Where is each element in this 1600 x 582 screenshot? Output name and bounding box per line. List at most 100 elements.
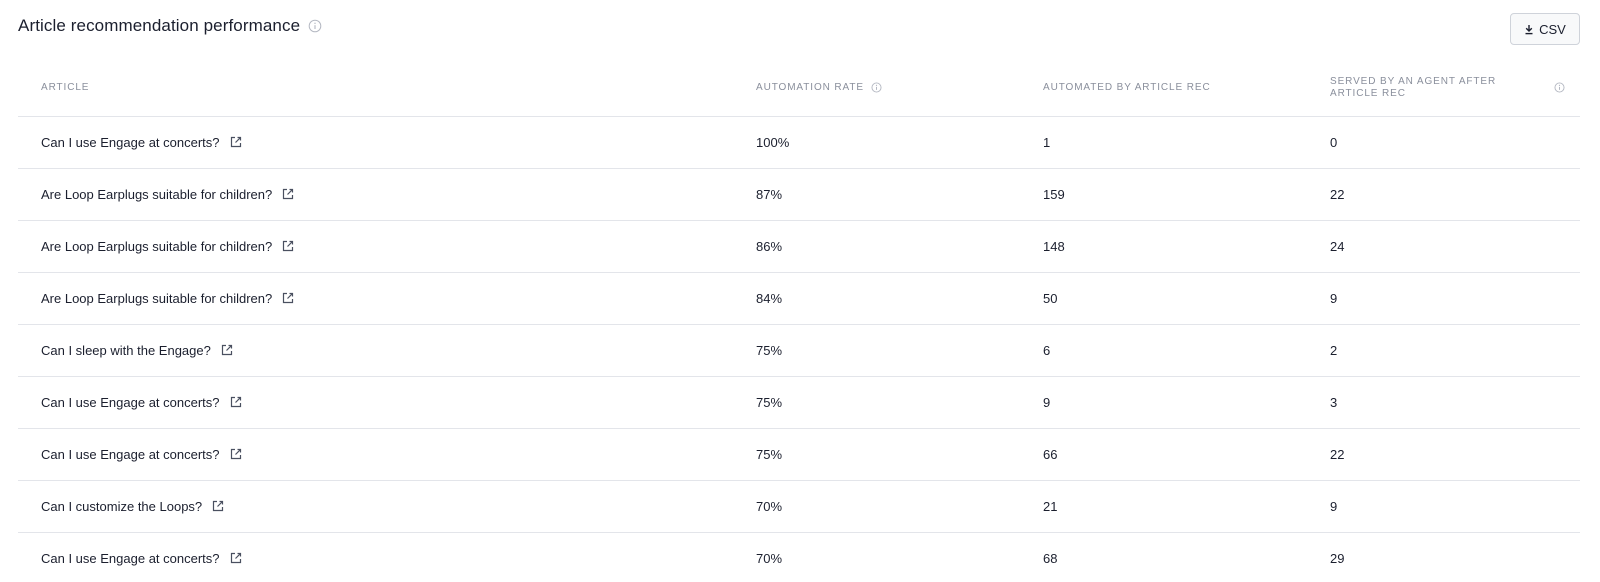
- cell-value: 148: [1043, 238, 1065, 254]
- cell-value: 70%: [756, 498, 783, 514]
- column-header-label: AUTOMATION RATE: [756, 81, 864, 93]
- article-cell: Are Loop Earplugs suitable for children?: [41, 291, 733, 306]
- csv-button-label: CSV: [1539, 21, 1566, 37]
- cell-value: 75%: [756, 446, 783, 462]
- external-link-icon[interactable]: [281, 187, 295, 201]
- csv-download-button[interactable]: CSV: [1510, 13, 1580, 45]
- cell-value: 9: [1043, 394, 1051, 410]
- external-link-icon[interactable]: [229, 551, 243, 565]
- cell-value: 21: [1043, 498, 1058, 514]
- column-header-label: ARTICLE: [41, 81, 90, 93]
- cell-automated: 6: [1020, 324, 1307, 377]
- cell-value: 50: [1043, 290, 1058, 306]
- article-title: Can I use Engage at concerts?: [41, 134, 220, 150]
- external-link-icon[interactable]: [229, 447, 243, 461]
- column-header-automation-rate: AUTOMATION RATE: [733, 60, 1020, 117]
- info-circle-icon[interactable]: [308, 19, 322, 33]
- table-body: Can I use Engage at concerts? 100% 1 0 Are L…: [18, 116, 1580, 582]
- cell-automated: 9: [1020, 376, 1307, 429]
- panel-title: Article recommendation performance: [18, 16, 301, 35]
- cell-value: 75%: [756, 342, 783, 358]
- cell-value: 2: [1330, 342, 1338, 358]
- cell-article: Can I use Engage at concerts?: [18, 532, 733, 582]
- article-cell: Can I use Engage at concerts?: [41, 135, 733, 150]
- cell-article: Can I use Engage at concerts?: [18, 116, 733, 169]
- article-performance-table: ARTICLE AUTOMATION RATE AUTOMATED BY ARTIC…: [18, 60, 1580, 582]
- cell-value: 6: [1043, 342, 1051, 358]
- article-cell: Can I customize the Loops?: [41, 499, 733, 514]
- column-header-inner: AUTOMATED BY ARTICLE REC: [1043, 82, 1307, 94]
- info-circle-icon[interactable]: [870, 81, 884, 95]
- cell-article: Can I sleep with the Engage?: [18, 324, 733, 377]
- external-link-icon[interactable]: [281, 239, 295, 253]
- article-title: Can I use Engage at concerts?: [41, 550, 220, 566]
- cell-automated: 159: [1020, 168, 1307, 221]
- external-link-icon[interactable]: [229, 135, 243, 149]
- cell-served: 24: [1307, 220, 1580, 273]
- cell-automation-rate: 75%: [733, 376, 1020, 429]
- cell-automated: 1: [1020, 116, 1307, 169]
- cell-automation-rate: 86%: [733, 220, 1020, 273]
- table-row: Can I use Engage at concerts? 100% 1 0: [18, 116, 1580, 169]
- cell-served: 29: [1307, 532, 1580, 582]
- cell-served: 22: [1307, 428, 1580, 481]
- cell-value: 24: [1330, 238, 1345, 254]
- cell-automated: 21: [1020, 480, 1307, 533]
- article-cell: Are Loop Earplugs suitable for children?: [41, 239, 733, 254]
- cell-value: 0: [1330, 134, 1338, 150]
- table-row: Can I use Engage at concerts? 75% 9 3: [18, 376, 1580, 429]
- article-title: Can I customize the Loops?: [41, 498, 203, 514]
- cell-value: 75%: [756, 394, 783, 410]
- cell-article: Can I use Engage at concerts?: [18, 376, 733, 429]
- info-circle-icon[interactable]: [1553, 81, 1566, 95]
- cell-value: 9: [1330, 290, 1338, 306]
- cell-value: 22: [1330, 446, 1345, 462]
- article-cell: Are Loop Earplugs suitable for children?: [41, 187, 733, 202]
- cell-served: 3: [1307, 376, 1580, 429]
- cell-value: 1: [1043, 134, 1051, 150]
- table-row: Can I sleep with the Engage? 75% 6 2: [18, 324, 1580, 377]
- cell-article: Are Loop Earplugs suitable for children?: [18, 220, 733, 273]
- external-link-icon[interactable]: [229, 395, 243, 409]
- cell-value: 86%: [756, 238, 783, 254]
- cell-value: 22: [1330, 186, 1345, 202]
- column-header-inner: SERVED BY AN AGENT AFTER ARTICLE REC: [1330, 76, 1580, 100]
- cell-automated: 50: [1020, 272, 1307, 325]
- article-title: Are Loop Earplugs suitable for children?: [41, 238, 273, 254]
- cell-automated: 66: [1020, 428, 1307, 481]
- cell-automation-rate: 70%: [733, 532, 1020, 582]
- panel-header: Article recommendation performance: [18, 16, 322, 36]
- column-header-served: SERVED BY AN AGENT AFTER ARTICLE REC: [1307, 60, 1580, 117]
- cell-article: Are Loop Earplugs suitable for children?: [18, 272, 733, 325]
- article-cell: Can I use Engage at concerts?: [41, 447, 733, 462]
- cell-automation-rate: 100%: [733, 116, 1020, 169]
- cell-value: 84%: [756, 290, 783, 306]
- cell-automation-rate: 84%: [733, 272, 1020, 325]
- cell-automation-rate: 70%: [733, 480, 1020, 533]
- cell-served: 9: [1307, 480, 1580, 533]
- cell-value: 9: [1330, 498, 1338, 514]
- external-link-icon[interactable]: [220, 343, 234, 357]
- cell-automated: 148: [1020, 220, 1307, 273]
- article-title: Can I use Engage at concerts?: [41, 394, 220, 410]
- cell-article: Can I customize the Loops?: [18, 480, 733, 533]
- table-row: Can I use Engage at concerts? 70% 68 29: [18, 532, 1580, 582]
- download-icon: [1524, 24, 1534, 35]
- article-cell: Can I use Engage at concerts?: [41, 551, 733, 566]
- column-header-article: ARTICLE: [18, 60, 733, 117]
- column-header-inner: AUTOMATION RATE: [756, 81, 1020, 95]
- cell-automated: 68: [1020, 532, 1307, 582]
- article-cell: Can I sleep with the Engage?: [41, 343, 733, 358]
- column-header-label: AUTOMATED BY ARTICLE REC: [1043, 81, 1211, 93]
- cell-value: 87%: [756, 186, 783, 202]
- cell-value: 70%: [756, 550, 783, 566]
- cell-automation-rate: 75%: [733, 428, 1020, 481]
- external-link-icon[interactable]: [281, 291, 295, 305]
- article-title: Are Loop Earplugs suitable for children?: [41, 290, 273, 306]
- table-row: Are Loop Earplugs suitable for children?…: [18, 272, 1580, 325]
- external-link-icon[interactable]: [211, 499, 225, 513]
- cell-article: Can I use Engage at concerts?: [18, 428, 733, 481]
- cell-served: 2: [1307, 324, 1580, 377]
- cell-automation-rate: 75%: [733, 324, 1020, 377]
